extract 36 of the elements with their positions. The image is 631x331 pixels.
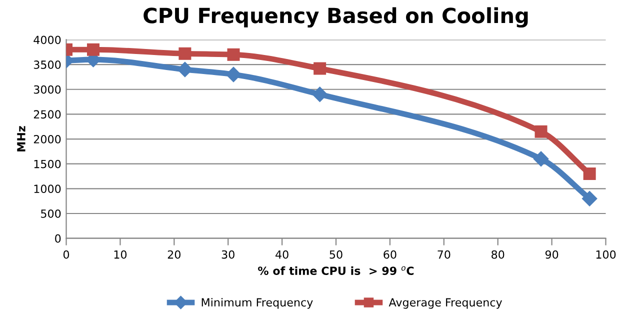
point bbox=[533, 151, 549, 166]
x-tick-label: 100 bbox=[596, 250, 616, 259]
x-tick-label: 20 bbox=[168, 250, 180, 259]
point bbox=[177, 62, 193, 78]
point bbox=[534, 125, 548, 138]
y-tick-label: 1000 bbox=[34, 184, 61, 194]
x-tick-label: 30 bbox=[222, 250, 234, 259]
point bbox=[582, 191, 598, 206]
chart-title: CPU Frequency Based on Cooling bbox=[144, 7, 528, 28]
x-tick-label: 80 bbox=[492, 250, 504, 259]
y-tick-label: 4000 bbox=[34, 36, 61, 44]
point bbox=[314, 62, 326, 75]
point bbox=[178, 47, 192, 60]
point bbox=[583, 168, 596, 180]
y-tick-label: 3500 bbox=[34, 60, 61, 69]
x-tick-label: 90 bbox=[545, 250, 558, 259]
y-tick-label: 0 bbox=[55, 234, 61, 243]
x-tick-label: 50 bbox=[330, 250, 342, 259]
point bbox=[227, 48, 240, 61]
y-tick-label: 1500 bbox=[34, 160, 61, 168]
x-tick-label: 60 bbox=[384, 250, 396, 259]
y-axis-title: MHz bbox=[17, 126, 26, 152]
x-tick-label: 70 bbox=[438, 250, 450, 259]
y-tick-label: 2500 bbox=[34, 110, 61, 119]
y-tick-label: 2000 bbox=[34, 134, 61, 144]
x-axis-title: % of time CPU is > 99 $^{o}$C bbox=[258, 266, 414, 275]
x-tick-label: 0 bbox=[63, 250, 70, 259]
x-tick-label: 40 bbox=[276, 250, 288, 259]
point bbox=[86, 43, 100, 56]
y-tick-label: 500 bbox=[41, 209, 61, 218]
legend-label: Avgerage Frequency bbox=[388, 298, 502, 309]
y-tick-label: 3000 bbox=[34, 85, 61, 94]
point bbox=[312, 86, 328, 102]
x-tick-label: 10 bbox=[114, 250, 127, 259]
legend-label: Minimum Frequency bbox=[202, 298, 313, 309]
point bbox=[226, 66, 242, 82]
